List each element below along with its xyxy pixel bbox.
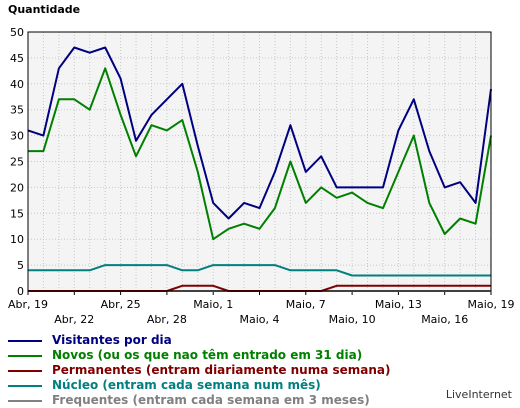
legend-label: Frequentes (entram cada semana em 3 mese… xyxy=(52,393,370,407)
x-tick-label: Maio, 4 xyxy=(239,313,279,326)
x-tick-label: Abr, 25 xyxy=(101,298,141,311)
y-tick-label: 20 xyxy=(10,181,24,194)
y-tick-label: 45 xyxy=(10,52,24,65)
series-line xyxy=(28,264,491,277)
chart-title: Quantidade xyxy=(8,3,80,16)
x-tick-label: Maio, 10 xyxy=(329,313,376,326)
y-tick-label: 10 xyxy=(10,233,24,246)
y-tick-label: 40 xyxy=(10,78,24,91)
x-tick-label: Maio, 19 xyxy=(467,298,514,311)
y-tick-label: 50 xyxy=(10,26,24,39)
legend-label: Novos (ou os que nao têm entrado em 31 d… xyxy=(52,348,363,362)
legend-entry: Novos (ou os que nao têm entrado em 31 d… xyxy=(8,348,391,363)
y-tick-label: 0 xyxy=(17,285,24,298)
plot-frame xyxy=(27,31,492,292)
x-tick-label: Maio, 13 xyxy=(375,298,422,311)
x-tick-label: Abr, 19 xyxy=(8,298,48,311)
x-tick-label: Maio, 1 xyxy=(193,298,233,311)
legend-entry: Frequentes (entram cada semana em 3 mese… xyxy=(8,393,391,408)
legend-label: Núcleo (entram cada semana num mês) xyxy=(52,378,321,392)
legend-swatch xyxy=(8,340,42,342)
legend-swatch xyxy=(8,355,42,357)
y-tick-label: 30 xyxy=(10,130,24,143)
x-tick-label: Maio, 16 xyxy=(421,313,468,326)
x-tick-label: Abr, 28 xyxy=(147,313,187,326)
y-tick-label: 5 xyxy=(17,259,24,272)
y-tick-label: 25 xyxy=(10,156,24,169)
legend-entry: Núcleo (entram cada semana num mês) xyxy=(8,378,391,393)
legend: Visitantes por dia Novos (ou os que nao t… xyxy=(8,333,391,408)
legend-swatch xyxy=(8,370,42,372)
x-tick-label: Abr, 22 xyxy=(54,313,94,326)
legend-entry: Permanentes (entram diariamente numa sem… xyxy=(8,363,391,378)
legend-label: Permanentes (entram diariamente numa sem… xyxy=(52,363,391,377)
series-line xyxy=(28,67,492,241)
legend-entry: Visitantes por dia xyxy=(8,333,391,348)
credit-text: LiveInternet xyxy=(445,388,512,401)
legend-swatch xyxy=(8,385,42,387)
series-line xyxy=(27,46,492,220)
plot-area: 0 5 10 15 20 25 30 35 40 45 50 Abr, 19 Abr, 22 Abr, 2… xyxy=(8,26,515,326)
legend-swatch xyxy=(8,400,42,402)
x-tick-label: Maio, 7 xyxy=(286,298,326,311)
y-tick-label: 15 xyxy=(10,207,24,220)
legend-label: Visitantes por dia xyxy=(52,333,172,347)
line-chart: Quantidade 0 5 10 15 20 25 30 35 40 45 50 Abr, 19 Ab… xyxy=(8,3,515,326)
y-tick-label: 35 xyxy=(10,104,24,117)
